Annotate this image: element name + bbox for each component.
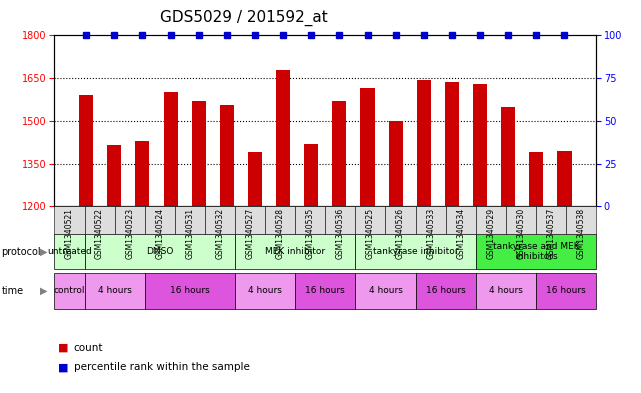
Text: untreated: untreated [47, 247, 92, 256]
Text: GSM1340531: GSM1340531 [185, 208, 194, 259]
Bar [529, 152, 544, 206]
Bar [536, 206, 566, 234]
Text: DMSO: DMSO [146, 247, 174, 256]
Bar [85, 273, 145, 309]
Bar [220, 105, 234, 206]
Text: GSM1340521: GSM1340521 [65, 208, 74, 259]
Text: 16 hours: 16 hours [305, 286, 345, 295]
Bar [388, 121, 403, 206]
Bar [54, 206, 85, 234]
Bar [501, 107, 515, 206]
Text: ▶: ▶ [40, 286, 47, 296]
Text: tankyrase and MEK
inhibitors: tankyrase and MEK inhibitors [493, 242, 579, 261]
Text: GSM1340534: GSM1340534 [456, 208, 465, 259]
Bar [445, 206, 476, 234]
Text: control: control [54, 286, 85, 295]
Text: 4 hours: 4 hours [369, 286, 403, 295]
Bar [235, 273, 296, 309]
Bar [417, 79, 431, 206]
Bar [415, 273, 476, 309]
Text: ■: ■ [58, 362, 68, 373]
Bar [326, 206, 355, 234]
Bar [566, 206, 596, 234]
Bar [115, 206, 145, 234]
Text: count: count [74, 343, 103, 353]
Bar [296, 206, 326, 234]
Bar [135, 141, 149, 206]
Bar [145, 273, 235, 309]
Bar [476, 234, 596, 269]
Bar [415, 206, 445, 234]
Text: GSM1340536: GSM1340536 [336, 208, 345, 259]
Text: ▶: ▶ [40, 246, 47, 257]
Bar [445, 83, 459, 206]
Bar [476, 206, 506, 234]
Bar [175, 206, 205, 234]
Bar [304, 143, 319, 206]
Bar [473, 84, 487, 206]
Text: 16 hours: 16 hours [546, 286, 586, 295]
Text: 4 hours: 4 hours [97, 286, 131, 295]
Text: GSM1340530: GSM1340530 [517, 208, 526, 259]
Bar [192, 101, 206, 206]
Bar [276, 70, 290, 206]
Text: GSM1340527: GSM1340527 [246, 208, 254, 259]
Text: 16 hours: 16 hours [426, 286, 465, 295]
Bar [360, 88, 374, 206]
Bar [235, 234, 355, 269]
Bar [85, 206, 115, 234]
Text: MEK inhibitor: MEK inhibitor [265, 247, 325, 256]
Bar [107, 145, 121, 206]
Bar [265, 206, 296, 234]
Bar [355, 273, 415, 309]
Bar [79, 95, 93, 206]
Text: percentile rank within the sample: percentile rank within the sample [74, 362, 249, 373]
Bar [85, 234, 235, 269]
Text: GSM1340522: GSM1340522 [95, 208, 104, 259]
Bar [248, 152, 262, 206]
Text: tankyrase inhibitor: tankyrase inhibitor [373, 247, 458, 256]
Bar [506, 206, 536, 234]
Bar [355, 206, 385, 234]
Text: GSM1340532: GSM1340532 [215, 208, 224, 259]
Bar [145, 206, 175, 234]
Bar [54, 273, 85, 309]
Bar [235, 206, 265, 234]
Bar [205, 206, 235, 234]
Text: GSM1340524: GSM1340524 [155, 208, 164, 259]
Bar [296, 273, 355, 309]
Text: 4 hours: 4 hours [489, 286, 523, 295]
Bar [54, 234, 85, 269]
Bar [558, 151, 572, 206]
Bar [355, 234, 476, 269]
Text: time: time [1, 286, 24, 296]
Text: GSM1340533: GSM1340533 [426, 208, 435, 259]
Text: GSM1340529: GSM1340529 [487, 208, 495, 259]
Text: GSM1340537: GSM1340537 [547, 208, 556, 259]
Text: GDS5029 / 201592_at: GDS5029 / 201592_at [160, 10, 328, 26]
Text: GSM1340523: GSM1340523 [125, 208, 134, 259]
Text: GSM1340526: GSM1340526 [396, 208, 405, 259]
Bar [536, 273, 596, 309]
Text: protocol: protocol [1, 246, 41, 257]
Text: GSM1340528: GSM1340528 [276, 208, 285, 259]
Text: GSM1340538: GSM1340538 [577, 208, 586, 259]
Bar [163, 92, 178, 206]
Text: 4 hours: 4 hours [248, 286, 282, 295]
Bar [385, 206, 415, 234]
Bar [332, 101, 346, 206]
Text: ■: ■ [58, 343, 68, 353]
Bar [476, 273, 536, 309]
Text: 16 hours: 16 hours [170, 286, 210, 295]
Text: GSM1340525: GSM1340525 [366, 208, 375, 259]
Text: GSM1340535: GSM1340535 [306, 208, 315, 259]
